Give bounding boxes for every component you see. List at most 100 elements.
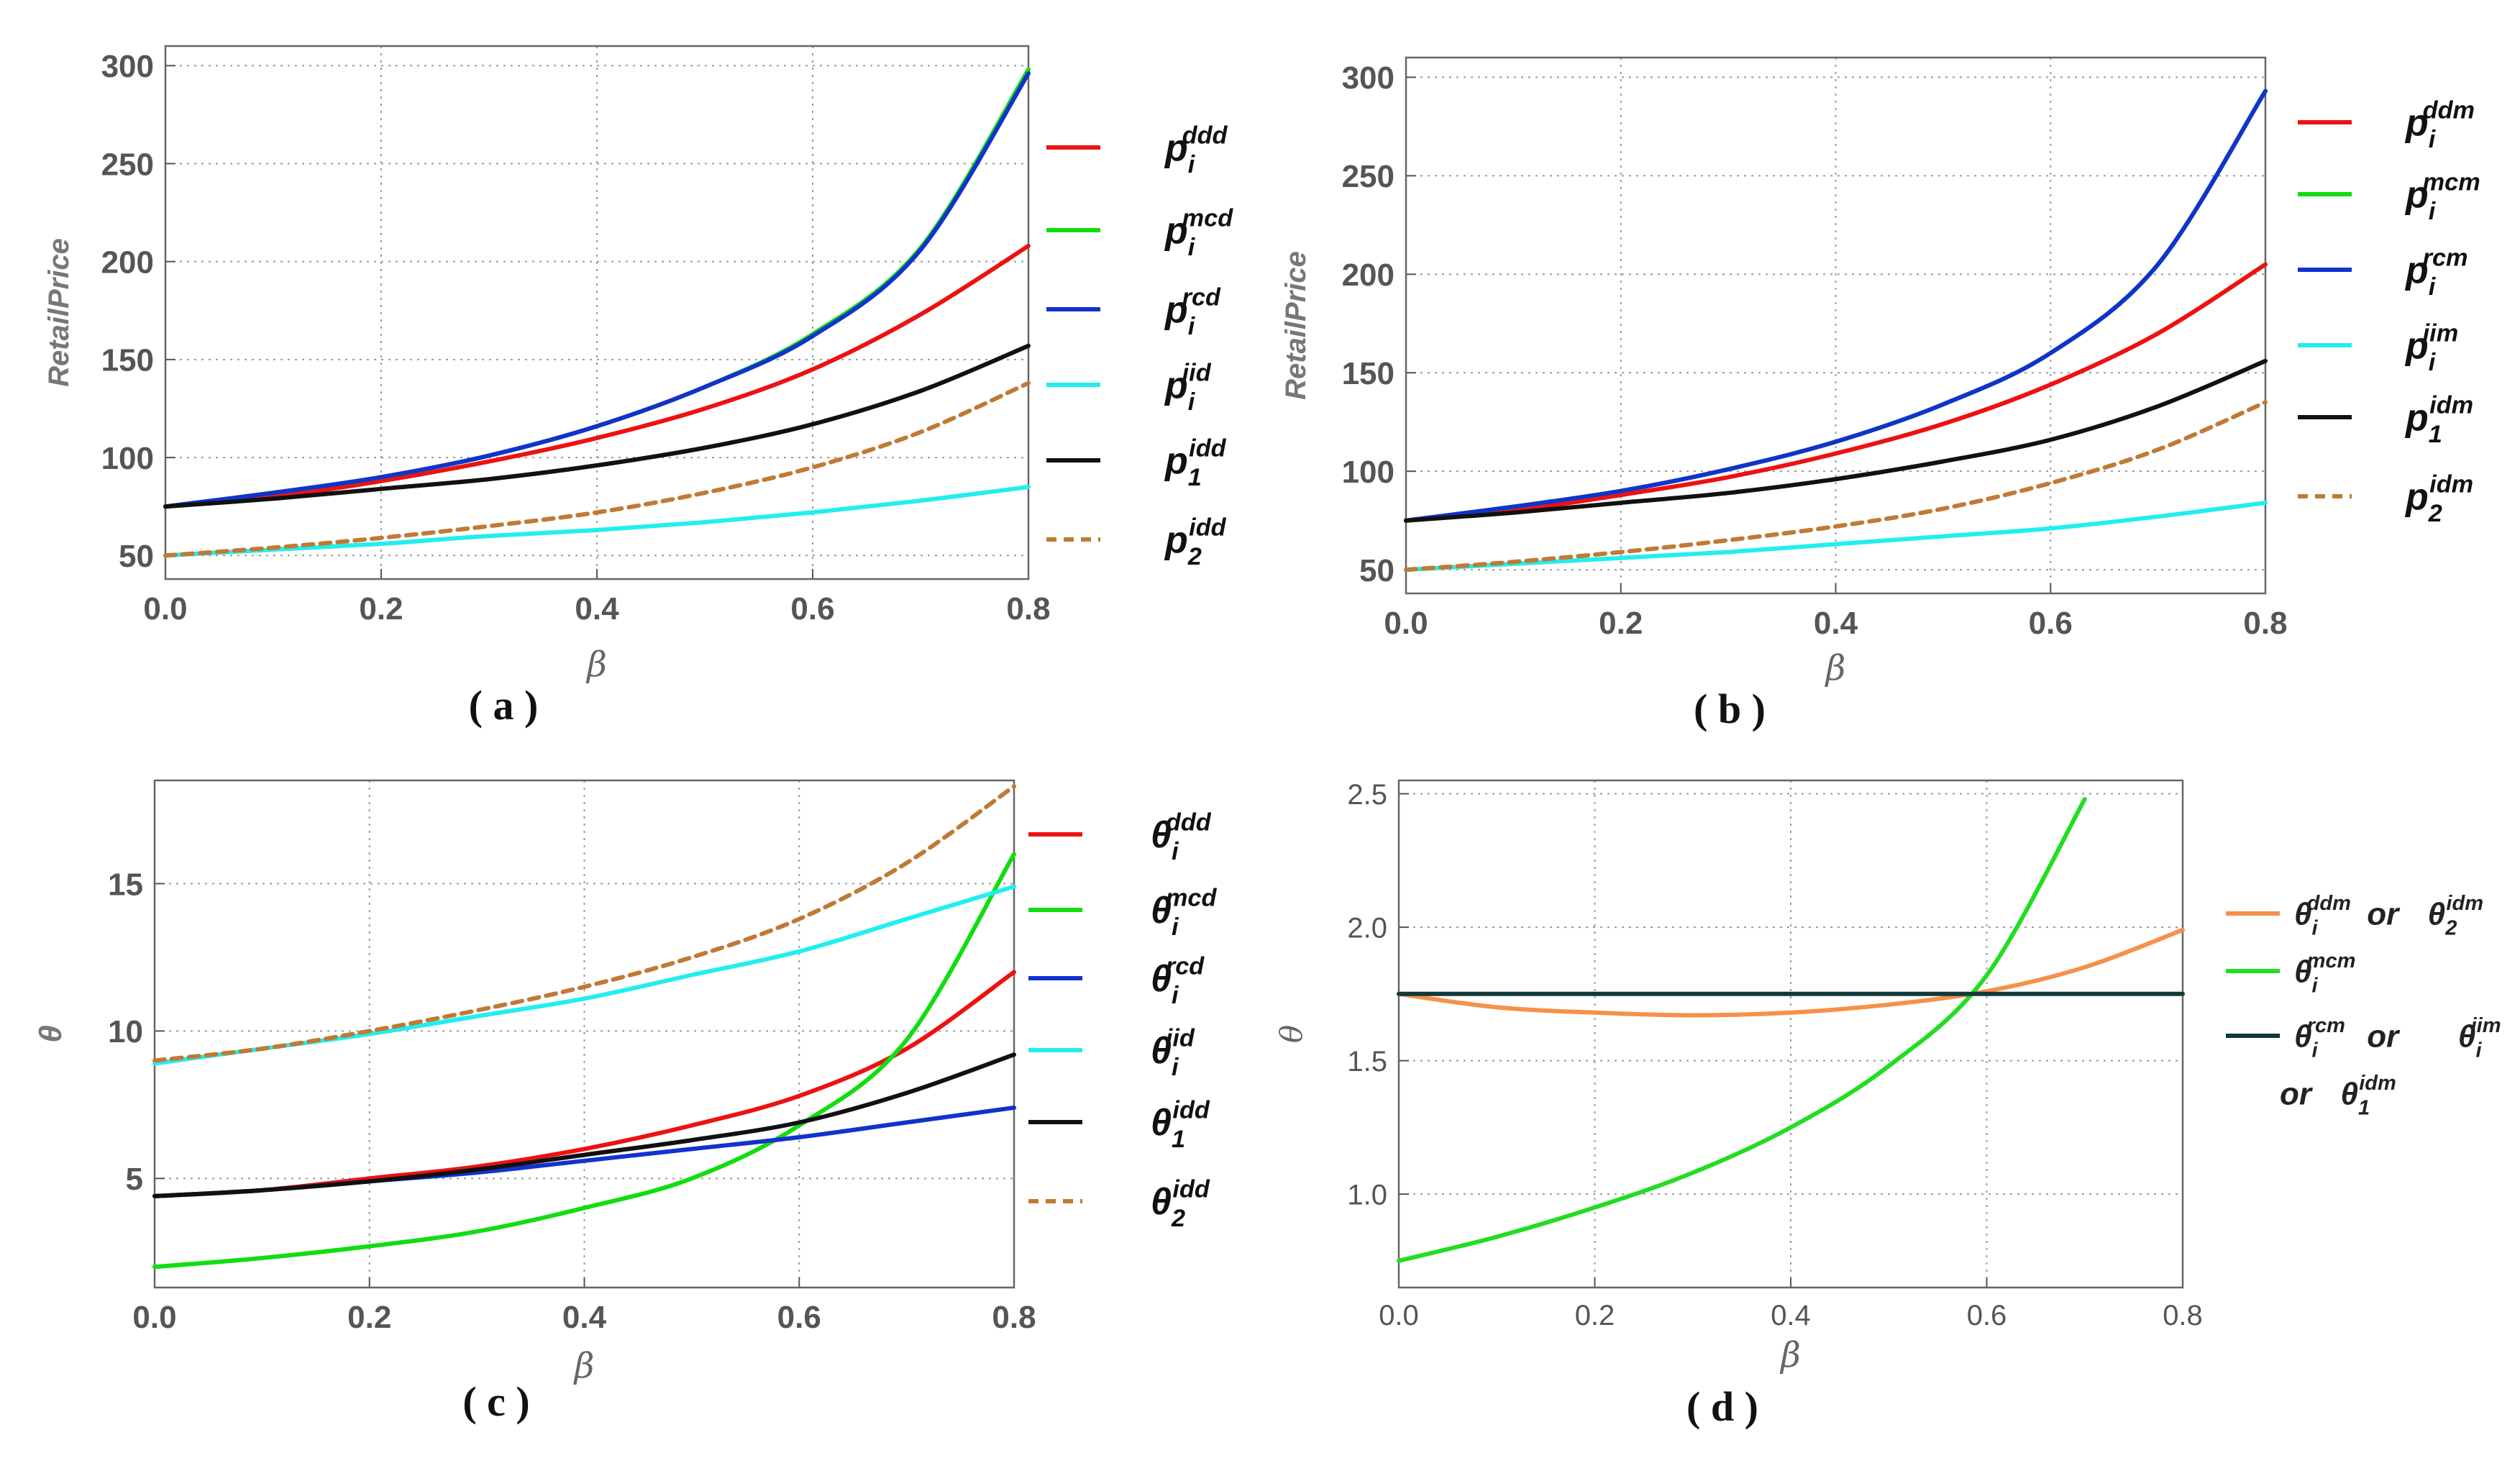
y-tick-label: 10 <box>108 1014 143 1049</box>
x-tick-label: 0.8 <box>2243 606 2287 641</box>
plot-frame <box>153 779 1015 1289</box>
chart-d: 0.0 0.2 0.4 0.6 0.81.01.52.02.5βθ( d )θiddm … <box>1274 779 2501 1430</box>
legend-label: piddm <box>2404 96 2475 153</box>
y-axis-label: RetailPrice <box>1280 251 1312 400</box>
x-tick-label: 0.0 <box>1384 606 1428 641</box>
series-line <box>152 784 1016 1063</box>
legend-label: piddd <box>1164 122 1228 178</box>
legend-label: pimcd <box>1164 204 1233 261</box>
y-tick-label: 200 <box>1342 258 1394 293</box>
legend-label: θiddd <box>1151 808 1212 865</box>
y-tick-label: 250 <box>101 147 154 182</box>
y-tick-label: 100 <box>1342 455 1394 490</box>
legend-text: or <box>2367 1019 2401 1054</box>
series-line <box>1404 501 2268 573</box>
series-line <box>1404 88 2268 523</box>
y-tick-label: 50 <box>119 539 154 574</box>
legend-label: θiiim <box>2458 1014 2501 1062</box>
legend-label: θ1idm <box>2340 1072 2396 1119</box>
y-tick-label: 50 <box>1359 553 1394 588</box>
panel-caption: ( c ) <box>462 1378 529 1425</box>
legend-label: θimcm <box>2294 949 2355 997</box>
y-axis-label: θ <box>1274 1025 1309 1043</box>
y-tick-label: 5 <box>126 1162 143 1197</box>
y-tick-label: 1.5 <box>1347 1046 1387 1077</box>
legend-label: θ2idm <box>2428 892 2483 939</box>
legend-label: p1idd <box>1164 434 1227 491</box>
series-line <box>163 485 1031 558</box>
x-tick-label: 0.6 <box>777 1300 821 1335</box>
x-tick-label: 0.4 <box>1814 606 1858 641</box>
legend-label: θ2idd <box>1151 1175 1210 1232</box>
legend-label: p1idm <box>2404 391 2473 448</box>
y-axis-label: θ <box>33 1025 68 1043</box>
series-line <box>163 381 1031 558</box>
chart-a: 0.0 0.2 0.4 0.6 0.8 50 100 150 200 250 300 β RetailP… <box>43 45 1233 729</box>
series-line <box>152 1106 1016 1198</box>
panel-caption: ( d ) <box>1686 1383 1758 1430</box>
x-tick-label: 0.8 <box>1006 591 1050 627</box>
x-tick-label: 0.6 <box>1967 1300 2007 1331</box>
y-tick-label: 1.0 <box>1347 1180 1387 1211</box>
y-tick-label: 300 <box>1342 60 1394 96</box>
x-tick-label: 0.8 <box>992 1300 1036 1335</box>
y-tick-label: 150 <box>1342 356 1394 391</box>
chart-c: 0.0 0.2 0.4 0.6 0.8 5 10 15 β θ ( c ) θiddd θimcd θir… <box>33 779 1217 1425</box>
x-tick-label: 0.4 <box>562 1300 607 1335</box>
y-tick-label: 2.0 <box>1347 912 1387 944</box>
x-tick-label: 0.4 <box>1771 1300 1811 1331</box>
y-axis-label: RetailPrice <box>43 238 75 387</box>
x-tick-label: 0.2 <box>359 591 403 627</box>
x-tick-label: 0.6 <box>2029 606 2073 641</box>
chart-b: 0.0 0.2 0.4 0.6 0.8 50 100 150 200 250 300 β RetailP… <box>1280 56 2480 732</box>
x-tick-label: 0.6 <box>790 591 834 627</box>
plot-frame <box>164 45 1030 580</box>
x-tick-label: 0.0 <box>132 1300 176 1335</box>
series-line <box>1397 927 2185 1018</box>
series-line <box>152 1052 1016 1198</box>
series-line <box>1404 358 2268 523</box>
legend-label: θ1idd <box>1151 1096 1210 1153</box>
y-tick-label: 15 <box>108 867 143 902</box>
series-line <box>163 243 1031 509</box>
legend-label: p2idm <box>2404 470 2473 527</box>
series-line <box>163 71 1031 509</box>
y-tick-label: 300 <box>101 49 154 84</box>
x-axis-label: β <box>573 1346 595 1386</box>
legend-label: θircm <box>2294 1014 2345 1062</box>
y-tick-label: 200 <box>101 245 154 281</box>
plot-frame <box>1397 779 2184 1289</box>
y-tick-label: 2.5 <box>1347 779 1387 811</box>
series-line <box>1404 400 2268 573</box>
x-tick-label: 0.2 <box>1599 606 1643 641</box>
legend-text: or <box>2280 1076 2314 1111</box>
plot-frame <box>1405 56 2267 595</box>
legend-label: pimcm <box>2404 168 2480 225</box>
x-tick-label: 0.0 <box>143 591 187 627</box>
x-tick-label: 0.8 <box>2163 1300 2203 1331</box>
x-axis-label: β <box>585 644 607 685</box>
x-tick-label: 0.2 <box>1575 1300 1615 1331</box>
x-tick-label: 0.2 <box>347 1300 391 1335</box>
y-tick-label: 100 <box>101 441 154 476</box>
legend-text: or <box>2367 896 2401 931</box>
legend-label: p2idd <box>1164 514 1227 570</box>
series-line <box>1397 797 2087 1263</box>
legend-label: θiiid <box>1151 1024 1195 1081</box>
legend-label: pircm <box>2404 244 2468 301</box>
legend-label: θimcd <box>1151 884 1217 941</box>
legend-label: θircd <box>1151 952 1205 1009</box>
legend-label: piiid <box>1164 359 1212 416</box>
series-line <box>1404 262 2268 523</box>
x-tick-label: 0.0 <box>1379 1300 1419 1331</box>
y-tick-label: 150 <box>101 343 154 378</box>
series-line <box>163 343 1031 509</box>
x-axis-label: β <box>1779 1335 1801 1375</box>
y-tick-label: 250 <box>1342 159 1394 194</box>
x-axis-label: β <box>1825 648 1846 688</box>
series-line <box>152 852 1016 1270</box>
legend-label: pircd <box>1164 283 1221 340</box>
x-tick-label: 0.4 <box>575 591 619 627</box>
legend-label: piiim <box>2404 319 2458 376</box>
